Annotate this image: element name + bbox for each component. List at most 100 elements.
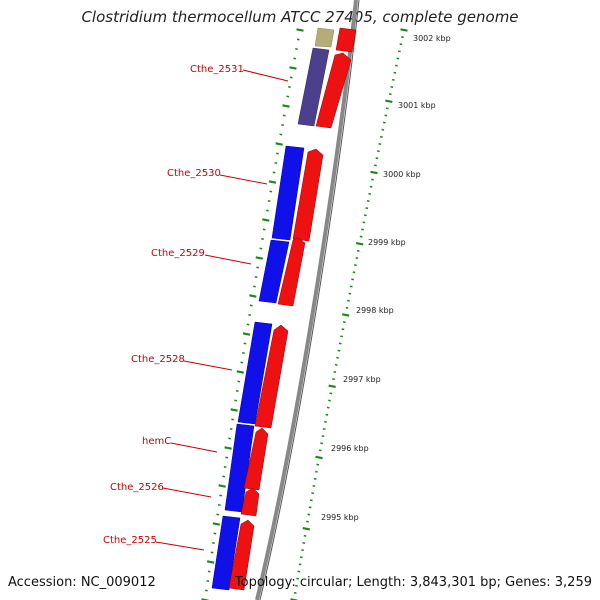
minor-tick [349,285,353,288]
minor-tick [219,494,223,497]
minor-tick [375,157,379,160]
minor-tick [338,342,342,345]
minor-tick [396,57,400,60]
minor-tick [365,207,369,210]
minor-tick [269,190,273,193]
gene-arrow-6[interactable] [243,427,269,491]
minor-tick [347,299,350,302]
minor-tick [384,114,388,117]
major-tick [275,142,283,146]
minor-tick [324,420,327,423]
major-tick [224,446,232,450]
scale-tick-label: 2997 kbp [343,375,381,384]
minor-tick [307,513,311,516]
leader-line [183,360,233,371]
scale-tick-label: 3000 kbp [383,170,421,179]
major-tick [302,526,311,531]
minor-tick [240,361,244,364]
minor-tick [356,249,360,252]
minor-tick [222,475,226,478]
inner-strand [211,27,335,591]
minor-tick [355,256,359,260]
minor-tick [212,541,215,545]
minor-tick [401,36,404,39]
minor-tick [293,591,297,594]
leader-line [155,541,205,551]
minor-tick [253,285,256,288]
gene-label-cthe-2525[interactable]: Cthe_2525 [103,535,157,546]
minor-tick [333,370,337,374]
gene-block-cthe-2530[interactable] [271,145,305,241]
major-tick [400,28,408,32]
gene-block-cthe-2525[interactable] [211,515,241,591]
scale-tick-label: 2999 kbp [368,238,406,247]
leader-line [162,487,212,498]
minor-tick [301,549,304,552]
gene-block-olive[interactable] [314,27,335,48]
major-tick [328,384,336,389]
minor-tick [391,78,395,81]
minor-tick [286,95,290,98]
minor-tick [235,389,239,393]
gene-label-cthe-2528[interactable]: Cthe_2528 [131,354,185,365]
minor-tick [210,551,214,554]
minor-tick [352,271,356,274]
minor-tick [279,133,283,136]
minor-tick [302,541,306,545]
minor-tick [388,93,392,96]
minor-tick [366,199,370,203]
minor-tick [377,150,380,153]
minor-tick [336,356,339,359]
gene-block-cthe-2528[interactable] [237,321,273,425]
minor-tick [308,506,312,509]
minor-tick [254,275,258,279]
gene-arrow-2[interactable] [315,52,352,129]
gene-label-cthe-2530[interactable]: Cthe_2530 [167,168,221,179]
minor-tick [342,321,346,324]
leader-line [204,254,252,265]
minor-tick [332,378,335,381]
gene-block-cthe-2529[interactable] [258,239,290,304]
major-tick [282,104,290,108]
gene-arrow-1[interactable] [335,27,357,53]
major-tick [385,99,393,104]
minor-tick [249,304,253,307]
major-tick [315,455,323,460]
major-tick [268,180,277,184]
major-tick [230,408,238,412]
leader-line [170,442,218,453]
scale-tick-label: 2996 kbp [331,444,369,453]
minor-tick [272,171,276,174]
gene-block-cthe-2531[interactable] [297,47,330,127]
gene-arrow-7[interactable] [240,487,260,517]
minor-tick [267,199,271,203]
major-tick [255,256,263,260]
gene-label-cthe-2529[interactable]: Cthe_2529 [151,248,205,259]
minor-tick [206,579,210,583]
minor-tick [345,306,349,309]
minor-tick [295,47,298,51]
gene-arrow-5[interactable] [254,324,289,429]
minor-tick [229,427,233,431]
minor-tick [241,351,245,355]
minor-tick [256,266,260,269]
gene-label-cthe-2526[interactable]: Cthe_2526 [110,482,164,493]
outer-strand [228,27,357,591]
minor-tick [298,563,302,566]
gene-arrow-4[interactable] [277,237,306,307]
minor-tick [382,121,386,124]
minor-tick [354,264,357,267]
gene-label-cthe-2531[interactable]: Cthe_2531 [190,64,244,75]
gene-label-hemc[interactable]: hemC [142,436,171,447]
minor-tick [204,589,208,592]
minor-tick [320,442,324,445]
minor-tick [262,228,266,231]
major-tick [341,313,350,317]
minor-tick [322,427,326,431]
gene-arrow-8[interactable] [228,519,255,591]
minor-tick [393,71,397,74]
gene-arrow-3[interactable] [292,148,324,242]
minor-tick [297,570,301,573]
gene-labels: Cthe_2531 Cthe_2530 Cthe_2529 Cthe_2528 … [103,64,289,551]
